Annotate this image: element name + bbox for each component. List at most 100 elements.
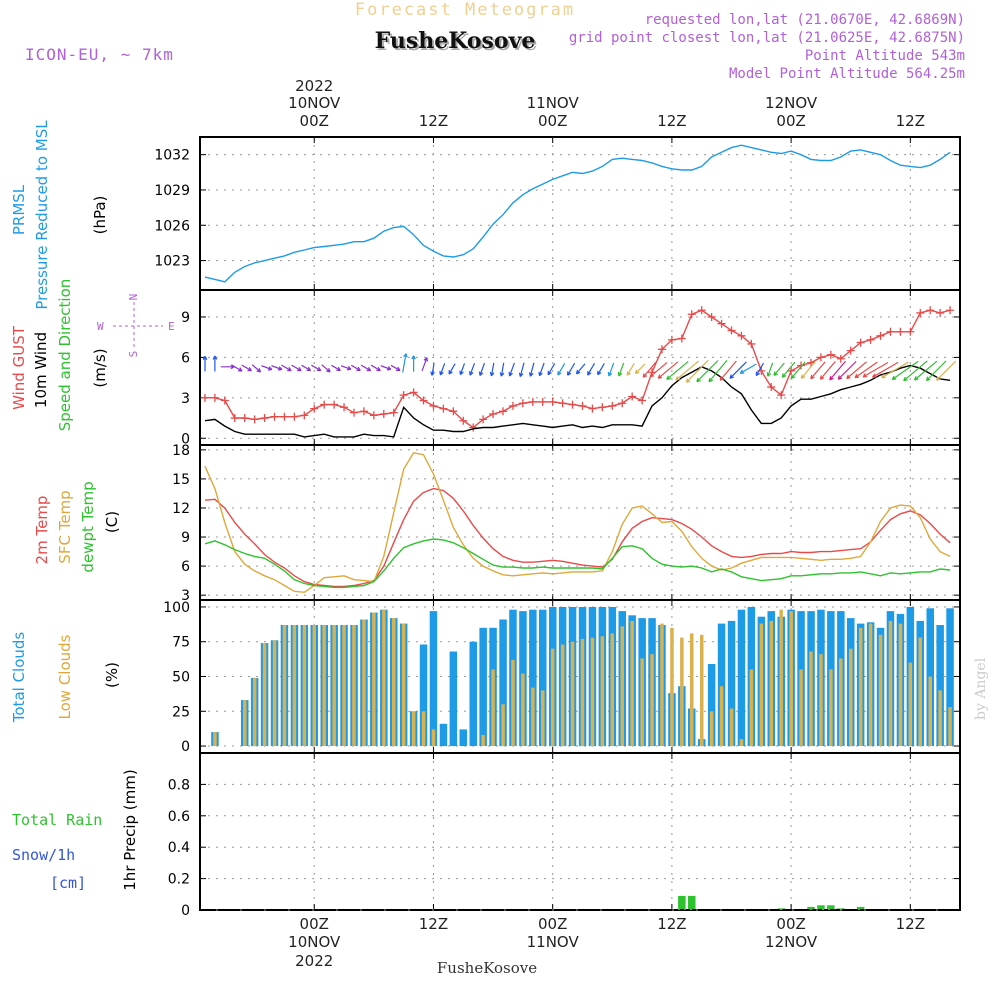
precip-ylabel: 1hr Precip (mm)	[121, 769, 139, 890]
gust-marker	[747, 339, 756, 348]
clouds-bar-1	[849, 648, 853, 747]
clouds-bar-1	[709, 711, 714, 747]
clouds-bar-1	[272, 640, 277, 746]
precip-label-rain: Total Rain	[12, 811, 102, 829]
clouds-bar-0	[429, 611, 438, 746]
gust-marker	[220, 396, 229, 405]
clouds-ytick-label: 100	[163, 600, 190, 616]
gust-marker	[499, 407, 508, 416]
model-name: ICON-EU, ~ 7km	[25, 45, 174, 64]
wind-ytick-label: 3	[181, 391, 190, 407]
requested-coords: requested lon,lat (21.0670E, 42.6869N)	[645, 12, 965, 28]
wind-arrow	[657, 361, 679, 379]
temp-label-3: dewpt Temp	[79, 481, 97, 572]
clouds-bar-1	[719, 686, 724, 746]
temperature-series-0-line	[204, 487, 951, 588]
gust-marker	[936, 308, 945, 317]
top-time-label: 00Z	[776, 112, 805, 130]
clouds-bar-1	[382, 609, 386, 746]
clouds-bar-1	[948, 707, 952, 746]
pressure-ytick-label: 1023	[154, 254, 190, 270]
clouds-bar-0	[419, 644, 428, 746]
gust-marker	[399, 391, 408, 400]
wind-arrow	[547, 363, 556, 376]
clouds-bar-1	[282, 625, 287, 746]
wind-label-2: 10m Wind	[32, 332, 50, 408]
wind-arrow	[903, 360, 928, 382]
temperature-ytick-label: 6	[181, 559, 190, 575]
compass-w: W	[97, 320, 104, 333]
clouds-bar-1	[213, 732, 217, 746]
wind-frame	[199, 289, 961, 446]
clouds-bar-1	[650, 654, 654, 746]
clouds-bar-1	[401, 623, 406, 746]
bottom-time-label: 00Z	[538, 915, 567, 933]
wind-arrow	[587, 363, 596, 376]
wind-label-3: Speed and Direction	[56, 279, 74, 432]
gust-marker	[558, 399, 567, 408]
gust-marker	[846, 346, 855, 355]
wind-arrow	[508, 362, 515, 377]
clouds-bar-1	[690, 633, 694, 747]
closest-coords: grid point closest lon,lat (21.0625E, 42…	[569, 30, 965, 46]
pressure-ytick-label: 1026	[154, 218, 190, 234]
gust-marker	[578, 401, 587, 410]
gust-marker	[906, 327, 915, 336]
top-time-label: 12Z	[419, 112, 448, 130]
wind-arrow	[773, 362, 785, 376]
precip-bar-0	[856, 906, 865, 910]
gust-marker	[896, 327, 905, 336]
wind-arrow	[459, 363, 466, 376]
panel-wind: 0 3 6 9	[181, 289, 961, 447]
temperature-ytick-label: 15	[172, 472, 190, 488]
wind-arrow	[499, 362, 505, 377]
wind-arrow	[936, 360, 957, 381]
wind-arrow	[291, 364, 302, 372]
gust-marker	[568, 400, 577, 409]
gust-marker	[379, 410, 388, 418]
gust-marker	[598, 403, 607, 412]
location-title-front: FusheKosove	[375, 28, 536, 54]
gust-marker	[270, 412, 279, 421]
clouds-bar-0	[479, 627, 487, 746]
gust-marker	[359, 407, 368, 416]
clouds-bar-1	[779, 609, 783, 746]
gust-marker	[449, 407, 458, 416]
wind-ytick-label: 0	[181, 431, 190, 447]
gust-marker	[707, 312, 716, 321]
clouds-bar-1	[898, 623, 903, 746]
clouds-bar-1	[660, 623, 664, 746]
temp-label-2: SFC Temp	[56, 490, 74, 563]
clouds-bar-1	[392, 618, 396, 747]
wind-arrow	[634, 363, 646, 375]
bottom-time-label: 00Z	[300, 915, 329, 933]
compass-rose: N W E S	[97, 294, 175, 358]
clouds-bar-1	[252, 677, 257, 747]
cloud-panel-labels: Total Clouds Low Clouds (%)	[10, 632, 121, 724]
wind-arrow	[241, 364, 253, 372]
cloud-label-1: Total Clouds	[10, 632, 28, 724]
clouds-bar-1	[759, 623, 764, 746]
pressure-ylabel: (hPa)	[91, 196, 109, 235]
precip-bar-0	[688, 895, 696, 910]
clouds-bar-1	[411, 711, 416, 747]
clouds-bar-1	[918, 637, 922, 747]
wind-arrow	[781, 361, 796, 378]
pressure-ytick-label: 1032	[154, 148, 190, 164]
gust-marker	[419, 396, 428, 405]
wind-arrow	[739, 363, 757, 374]
clouds-bar-1	[829, 669, 833, 746]
clouds-bar-0	[539, 609, 547, 746]
gust-marker	[330, 400, 339, 409]
precip-bar-0	[678, 895, 686, 910]
clouds-bar-1	[630, 620, 634, 747]
gust-marker	[826, 350, 835, 359]
gust-marker	[926, 306, 935, 315]
gust-marker	[479, 415, 488, 424]
clouds-bar-1	[809, 651, 813, 747]
gust-marker	[727, 326, 736, 335]
gust-marker	[290, 412, 299, 421]
panel-clouds: 0 25 50 75 100	[163, 599, 961, 755]
wind-arrow	[649, 362, 668, 378]
footer-location: FusheKosove	[437, 959, 537, 977]
